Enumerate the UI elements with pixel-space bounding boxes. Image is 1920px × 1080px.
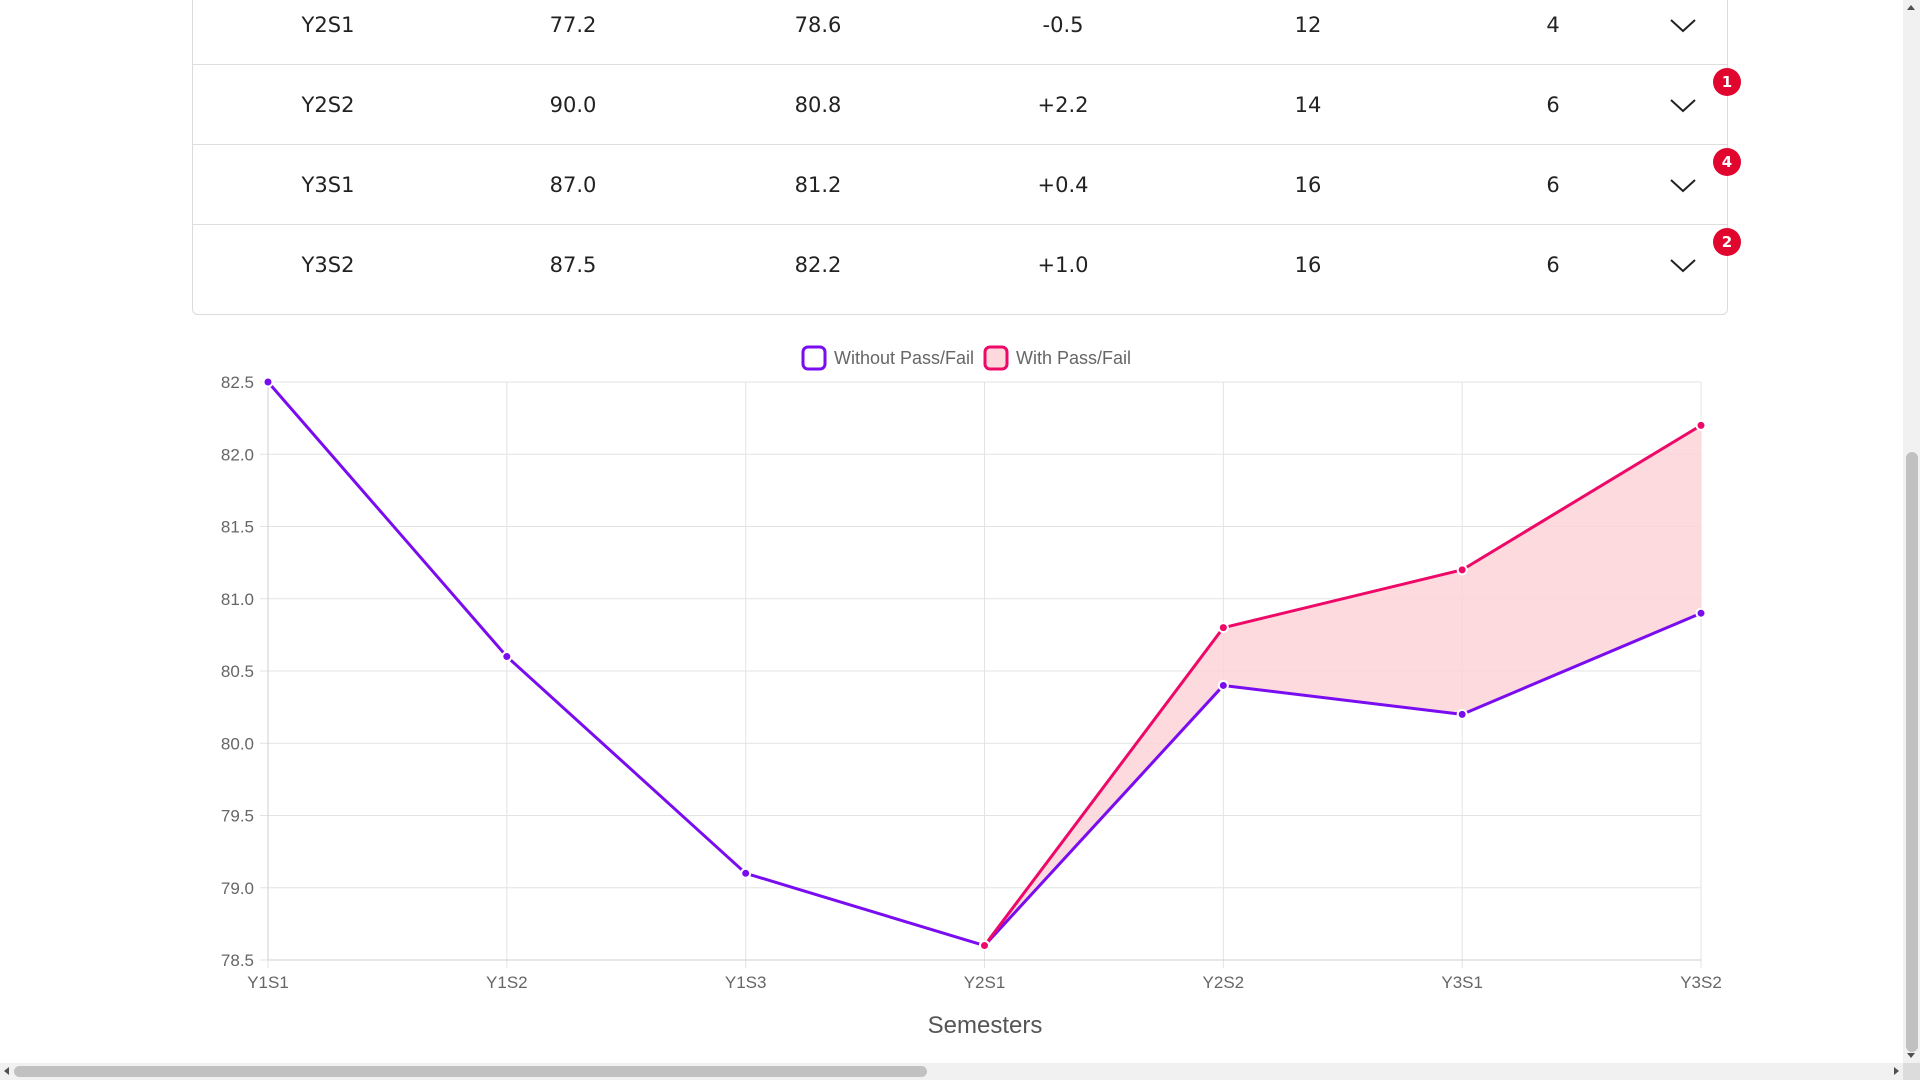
y-tick-label: 79.0 — [221, 879, 254, 898]
series-line-with-pass-fail — [983, 424, 1702, 947]
chevron-down-icon[interactable] — [1668, 90, 1698, 120]
legend-swatch — [801, 345, 827, 371]
semester-table: Y2S1 77.2 78.6 -0.5 12 4 Y2S2 90.0 80.8 +2.2 14 6 1 Y… — [192, 0, 1741, 315]
y-tick-label: 81.5 — [221, 518, 254, 537]
x-tick-label: Y3S2 — [1680, 973, 1722, 992]
table-row[interactable]: Y3S1 87.0 81.2 +0.4 16 6 4 — [193, 145, 1741, 225]
column-5-cell: 4 — [1546, 13, 1560, 37]
legend-item-with-pass-fail[interactable]: With Pass/Fail — [983, 345, 1131, 371]
x-tick-label: Y2S2 — [1203, 973, 1245, 992]
data-point[interactable] — [1217, 622, 1229, 634]
y-tick-label: 82.0 — [221, 445, 254, 464]
data-point[interactable] — [1456, 708, 1468, 720]
column-1-cell: 87.5 — [549, 253, 597, 277]
difference-fill-area — [984, 425, 1701, 946]
difference-cell: -0.5 — [1042, 13, 1084, 37]
difference-cell: +1.0 — [1037, 253, 1089, 277]
table-row[interactable]: Y2S2 90.0 80.8 +2.2 14 6 1 — [193, 65, 1741, 145]
gpa-line-chart: 82.5 82.0 81.5 81.0 80.5 80.0 79.5 79.0 78.5 Y1S… — [221, 345, 1722, 1039]
notification-badge: 1 — [1713, 68, 1741, 96]
scroll-left-arrow-icon[interactable] — [4, 1067, 9, 1075]
difference-cell: +0.4 — [1037, 173, 1089, 197]
x-tick-label: Y1S3 — [725, 973, 767, 992]
column-1-cell: 87.0 — [549, 173, 597, 197]
legend-label: Without Pass/Fail — [834, 348, 974, 368]
y-axis-ticks: 82.5 82.0 81.5 81.0 80.5 80.0 79.5 79.0 78.5 — [221, 373, 254, 970]
table-row[interactable]: Y2S1 77.2 78.6 -0.5 12 4 — [193, 0, 1727, 65]
column-2-cell: 80.8 — [794, 93, 842, 117]
y-tick-label: 78.5 — [221, 951, 254, 970]
x-tick-label: Y3S1 — [1441, 973, 1483, 992]
y-tick-label: 79.5 — [221, 807, 254, 826]
column-4-cell: 12 — [1294, 13, 1322, 37]
legend-item-without-pass-fail[interactable]: Without Pass/Fail — [801, 345, 974, 371]
chart-legend: Without Pass/Fail With Pass/Fail — [801, 345, 1131, 371]
data-point[interactable] — [501, 651, 513, 663]
legend-label: With Pass/Fail — [1016, 348, 1131, 368]
column-5-cell: 6 — [1546, 253, 1560, 277]
data-point[interactable] — [1695, 607, 1707, 619]
scroll-up-arrow-icon[interactable] — [1907, 5, 1915, 10]
y-tick-label: 80.5 — [221, 662, 254, 681]
y-tick-label: 82.5 — [221, 373, 254, 392]
chevron-down-icon[interactable] — [1668, 250, 1698, 280]
column-4-cell: 16 — [1294, 173, 1322, 197]
x-tick-label: Y1S2 — [486, 973, 528, 992]
notification-badge: 2 — [1713, 228, 1741, 256]
vertical-scrollbar[interactable] — [1903, 0, 1920, 1063]
column-5-cell: 6 — [1546, 93, 1560, 117]
chevron-down-icon[interactable] — [1668, 10, 1698, 40]
data-point[interactable] — [262, 376, 274, 388]
column-1-cell: 90.0 — [549, 93, 597, 117]
scroll-right-arrow-icon[interactable] — [1894, 1067, 1899, 1075]
notification-badge: 4 — [1713, 148, 1741, 176]
y-tick-label: 81.0 — [221, 590, 254, 609]
scroll-down-arrow-icon[interactable] — [1907, 1053, 1915, 1058]
legend-swatch — [983, 345, 1009, 371]
horizontal-scrollbar-thumb[interactable] — [14, 1066, 927, 1077]
chart-grid — [260, 381, 1702, 968]
semester-cell: Y2S1 — [301, 13, 355, 37]
x-tick-label: Y1S1 — [247, 973, 289, 992]
horizontal-scrollbar[interactable] — [0, 1063, 1903, 1080]
column-1-cell: 77.2 — [549, 13, 597, 37]
column-2-cell: 78.6 — [794, 13, 842, 37]
scrollbar-corner — [1903, 1063, 1920, 1080]
data-point[interactable] — [1217, 679, 1229, 691]
column-5-cell: 6 — [1546, 173, 1560, 197]
data-point[interactable] — [740, 867, 752, 879]
chevron-down-icon[interactable] — [1668, 170, 1698, 200]
table-row[interactable]: Y3S2 87.5 82.2 +1.0 16 6 2 — [193, 225, 1741, 305]
semester-cell: Y2S2 — [301, 93, 355, 117]
semester-cell: Y3S2 — [301, 253, 355, 277]
data-point[interactable] — [979, 940, 990, 952]
x-axis-label: Semesters — [928, 1012, 1043, 1039]
column-4-cell: 14 — [1294, 93, 1322, 117]
semester-cell: Y3S1 — [301, 173, 355, 197]
x-tick-label: Y2S1 — [964, 973, 1006, 992]
column-4-cell: 16 — [1294, 253, 1322, 277]
chart-points — [262, 376, 1707, 952]
y-tick-label: 80.0 — [221, 734, 254, 753]
data-point[interactable] — [1695, 419, 1707, 431]
column-2-cell: 82.2 — [794, 253, 842, 277]
column-2-cell: 81.2 — [794, 173, 842, 197]
x-axis-ticks: Y1S1 Y1S2 Y1S3 Y2S1 Y2S2 Y3S1 Y3S2 — [247, 973, 1722, 992]
difference-cell: +2.2 — [1037, 93, 1089, 117]
data-point[interactable] — [1456, 564, 1468, 576]
vertical-scrollbar-thumb[interactable] — [1906, 452, 1918, 1052]
